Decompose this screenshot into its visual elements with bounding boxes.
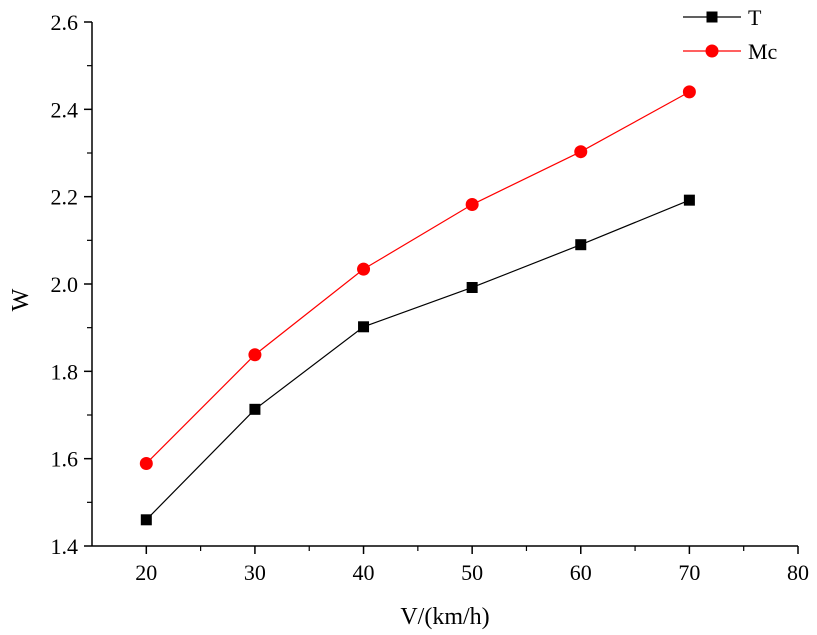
data-point-t bbox=[358, 321, 370, 333]
series-layer bbox=[139, 85, 696, 526]
y-tick-label: 2.4 bbox=[51, 97, 79, 122]
data-point-t bbox=[683, 194, 695, 206]
data-point-mc bbox=[682, 85, 696, 99]
y-tick-label: 1.6 bbox=[51, 447, 79, 472]
y-tick-label: 2.2 bbox=[51, 185, 79, 210]
data-point-t bbox=[249, 403, 261, 415]
data-point-mc bbox=[465, 198, 479, 212]
x-tick-label: 70 bbox=[678, 560, 700, 585]
y-tick-label: 1.4 bbox=[51, 534, 79, 559]
series-line-t bbox=[145, 199, 690, 521]
x-tick-label: 40 bbox=[353, 560, 375, 585]
data-point-mc bbox=[248, 348, 262, 362]
series-t bbox=[140, 194, 695, 526]
legend: T Mc bbox=[683, 5, 778, 64]
x-tick-label: 80 bbox=[787, 560, 809, 585]
data-point-t bbox=[140, 514, 152, 526]
x-axis-title: V/(km/h) bbox=[400, 604, 489, 630]
y-tick-label: 1.8 bbox=[51, 359, 79, 384]
legend-marker-t bbox=[706, 11, 718, 23]
legend-label-mc: Mc bbox=[748, 39, 778, 64]
series-line-mc bbox=[145, 91, 690, 464]
y-tick-label: 2.0 bbox=[51, 272, 79, 297]
data-point-mc bbox=[357, 262, 371, 276]
data-point-t bbox=[575, 239, 587, 251]
data-point-mc bbox=[574, 145, 588, 159]
legend-label-t: T bbox=[748, 5, 762, 30]
x-tick-label: 60 bbox=[570, 560, 592, 585]
series-mc bbox=[139, 85, 696, 470]
x-tick-label: 50 bbox=[461, 560, 483, 585]
axis-ticks: 20 30 40 50 60 70 80 1.4 1.6 1.8 2.0 2.2 2.4 2.6 bbox=[51, 10, 810, 585]
data-point-mc bbox=[139, 456, 153, 470]
x-tick-label: 30 bbox=[244, 560, 266, 585]
x-tick-label: 20 bbox=[135, 560, 157, 585]
legend-item-t: T bbox=[683, 5, 762, 30]
legend-item-mc: Mc bbox=[683, 39, 778, 64]
y-tick-label: 2.6 bbox=[51, 10, 79, 35]
y-axis-title: W bbox=[8, 288, 34, 311]
data-point-t bbox=[466, 281, 478, 293]
legend-marker-mc bbox=[705, 44, 719, 58]
